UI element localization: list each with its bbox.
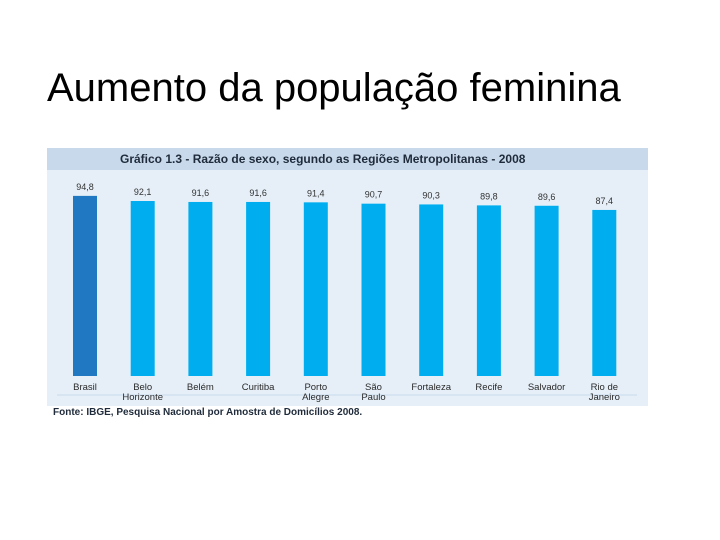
value-label-6: 90,3 <box>422 190 440 200</box>
category-label-2: Belém <box>187 382 214 393</box>
category-label-7: Recife <box>475 382 502 393</box>
category-label-4-line-0: Porto <box>304 382 327 393</box>
category-label-6: Fortaleza <box>411 382 451 393</box>
bar-2 <box>188 201 213 376</box>
category-label-8: Salvador <box>528 382 566 393</box>
bar-8 <box>534 205 559 376</box>
chart-panel: Gráfico 1.3 - Razão de sexo, segundo as … <box>47 148 648 406</box>
category-label-5-line-0: São <box>365 382 382 393</box>
value-label-1: 92,1 <box>134 187 152 197</box>
bar-9 <box>592 209 617 376</box>
category-label-9-line-1: Janeiro <box>589 392 620 403</box>
bar-0 <box>73 195 97 376</box>
value-label-0: 94,8 <box>76 182 94 192</box>
bar-5 <box>361 203 386 376</box>
slide-title: Aumento da população feminina <box>47 66 621 110</box>
value-label-7: 89,8 <box>480 191 498 201</box>
category-label-1-line-0: Belo <box>133 382 152 393</box>
category-label-3: Curitiba <box>242 382 275 393</box>
category-label-1-line-1: Horizonte <box>122 392 163 403</box>
value-label-9: 87,4 <box>596 196 614 206</box>
category-label-4-line-1: Alegre <box>302 392 329 403</box>
value-label-8: 89,6 <box>538 192 556 202</box>
value-label-2: 91,6 <box>192 188 210 198</box>
chart-header: Gráfico 1.3 - Razão de sexo, segundo as … <box>47 148 648 170</box>
bar-3 <box>246 201 271 376</box>
value-label-5: 90,7 <box>365 190 383 200</box>
bar-7 <box>476 205 501 376</box>
bar-1 <box>130 201 155 376</box>
source-note: Fonte: IBGE, Pesquisa Nacional por Amost… <box>53 407 363 418</box>
category-label-9-line-0: Rio de <box>591 382 618 393</box>
value-label-3: 91,6 <box>249 188 267 198</box>
value-label-4: 91,4 <box>307 188 325 198</box>
category-label-5-line-1: Paulo <box>361 392 385 403</box>
bar-4 <box>303 202 328 376</box>
category-label-0: Brasil <box>73 382 97 393</box>
bar-6 <box>419 204 444 376</box>
chart-title: Gráfico 1.3 - Razão de sexo, segundo as … <box>120 152 526 166</box>
